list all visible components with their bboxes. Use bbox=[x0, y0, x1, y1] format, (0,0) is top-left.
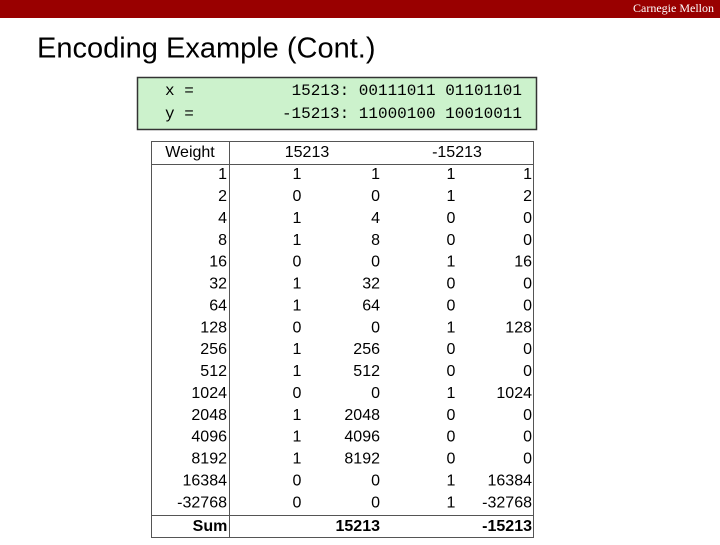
table-cell: 64 bbox=[362, 297, 380, 314]
code-text: 15213: 00111011 01101101 bbox=[292, 82, 522, 100]
code-label: y = bbox=[165, 105, 194, 123]
table-cell: 0 bbox=[293, 319, 302, 336]
table-cell: 0 bbox=[447, 232, 456, 249]
slide-title: Encoding Example (Cont.) bbox=[37, 33, 376, 65]
table-cell: 0 bbox=[371, 494, 380, 511]
top-bar bbox=[0, 0, 720, 18]
table-cell: 4 bbox=[218, 210, 227, 227]
table-cell: 1 bbox=[447, 494, 456, 511]
sum-cell: Sum bbox=[193, 518, 228, 535]
table-cell: 1 bbox=[293, 297, 302, 314]
code-label: x = bbox=[165, 82, 194, 100]
table-header: Weight bbox=[165, 144, 215, 161]
table-cell: 1 bbox=[293, 341, 302, 358]
table-cell: 256 bbox=[353, 341, 380, 358]
table-cell: 0 bbox=[523, 407, 532, 424]
table-header: 15213 bbox=[285, 144, 330, 161]
table-cell: 16384 bbox=[488, 472, 533, 489]
table-cell: 128 bbox=[505, 319, 532, 336]
table-cell: 32 bbox=[362, 276, 380, 293]
table-cell: 16 bbox=[209, 254, 227, 271]
table-cell: 2048 bbox=[344, 407, 380, 424]
table-cell: -32768 bbox=[177, 494, 227, 511]
table-cell: 8 bbox=[218, 232, 227, 249]
table-cell: 1024 bbox=[191, 385, 227, 402]
table-cell: 2 bbox=[218, 188, 227, 205]
table-cell: 0 bbox=[447, 276, 456, 293]
table-cell: 0 bbox=[523, 210, 532, 227]
table-cell: 0 bbox=[371, 319, 380, 336]
table-cell: 256 bbox=[200, 341, 227, 358]
table-cell: 8192 bbox=[344, 451, 380, 468]
table-cell: 0 bbox=[523, 341, 532, 358]
table-cell: 64 bbox=[209, 297, 227, 314]
table-cell: 1024 bbox=[496, 385, 532, 402]
table-cell: 0 bbox=[447, 363, 456, 380]
table-cell: 1 bbox=[293, 429, 302, 446]
table-cell: 4096 bbox=[344, 429, 380, 446]
table-cell: 1 bbox=[293, 363, 302, 380]
table-cell: 1 bbox=[218, 166, 227, 183]
table-cell: 4 bbox=[371, 210, 380, 227]
table-cell: 0 bbox=[523, 297, 532, 314]
table-cell: 1 bbox=[293, 451, 302, 468]
table-cell: 0 bbox=[523, 451, 532, 468]
table-cell: 2 bbox=[523, 188, 532, 205]
table-cell: 512 bbox=[200, 363, 227, 380]
table-cell: 0 bbox=[371, 472, 380, 489]
table-cell: 0 bbox=[523, 232, 532, 249]
table-cell: 1 bbox=[293, 232, 302, 249]
table-cell: 32 bbox=[209, 276, 227, 293]
sum-cell: -15213 bbox=[482, 518, 532, 535]
table-cell: 16 bbox=[514, 254, 532, 271]
table-cell: 8 bbox=[371, 232, 380, 249]
code-box bbox=[136, 76, 538, 131]
table-cell: 0 bbox=[447, 429, 456, 446]
table-cell: 1 bbox=[447, 254, 456, 271]
table-cell: 0 bbox=[293, 254, 302, 271]
table-cell: 8192 bbox=[191, 451, 227, 468]
table-cell: 1 bbox=[293, 276, 302, 293]
brand: Carnegie Mellon bbox=[633, 1, 714, 15]
table-cell: 2048 bbox=[191, 407, 227, 424]
table-cell: 1 bbox=[293, 210, 302, 227]
table-cell: 1 bbox=[447, 472, 456, 489]
table-cell: 0 bbox=[371, 385, 380, 402]
table-cell: 1 bbox=[293, 166, 302, 183]
table-cell: -32768 bbox=[482, 494, 532, 511]
code-text: -15213: 11000100 10010011 bbox=[282, 105, 522, 123]
table-cell: 512 bbox=[353, 363, 380, 380]
table-cell: 0 bbox=[293, 472, 302, 489]
table-cell: 0 bbox=[371, 188, 380, 205]
sum-cell: 15213 bbox=[336, 518, 381, 535]
table-cell: 1 bbox=[447, 188, 456, 205]
table-cell: 1 bbox=[447, 166, 456, 183]
table-cell: 1 bbox=[371, 166, 380, 183]
table-cell: 0 bbox=[447, 341, 456, 358]
table-cell: 0 bbox=[293, 188, 302, 205]
table-cell: 16384 bbox=[183, 472, 228, 489]
table-cell: 0 bbox=[523, 429, 532, 446]
table-cell: 0 bbox=[447, 210, 456, 227]
table-cell: 0 bbox=[293, 494, 302, 511]
table-cell: 0 bbox=[447, 297, 456, 314]
table-cell: 1 bbox=[523, 166, 532, 183]
table-cell: 1 bbox=[447, 385, 456, 402]
table-cell: 0 bbox=[447, 407, 456, 424]
table-cell: 0 bbox=[523, 276, 532, 293]
table-border bbox=[151, 141, 534, 538]
table-cell: 0 bbox=[523, 363, 532, 380]
table-cell: 128 bbox=[200, 319, 227, 336]
table-header: -15213 bbox=[432, 144, 482, 161]
table-cell: 0 bbox=[293, 385, 302, 402]
table-cell: 0 bbox=[371, 254, 380, 271]
table-cell: 1 bbox=[293, 407, 302, 424]
table-cell: 1 bbox=[447, 319, 456, 336]
table-cell: 0 bbox=[447, 451, 456, 468]
table-cell: 4096 bbox=[191, 429, 227, 446]
